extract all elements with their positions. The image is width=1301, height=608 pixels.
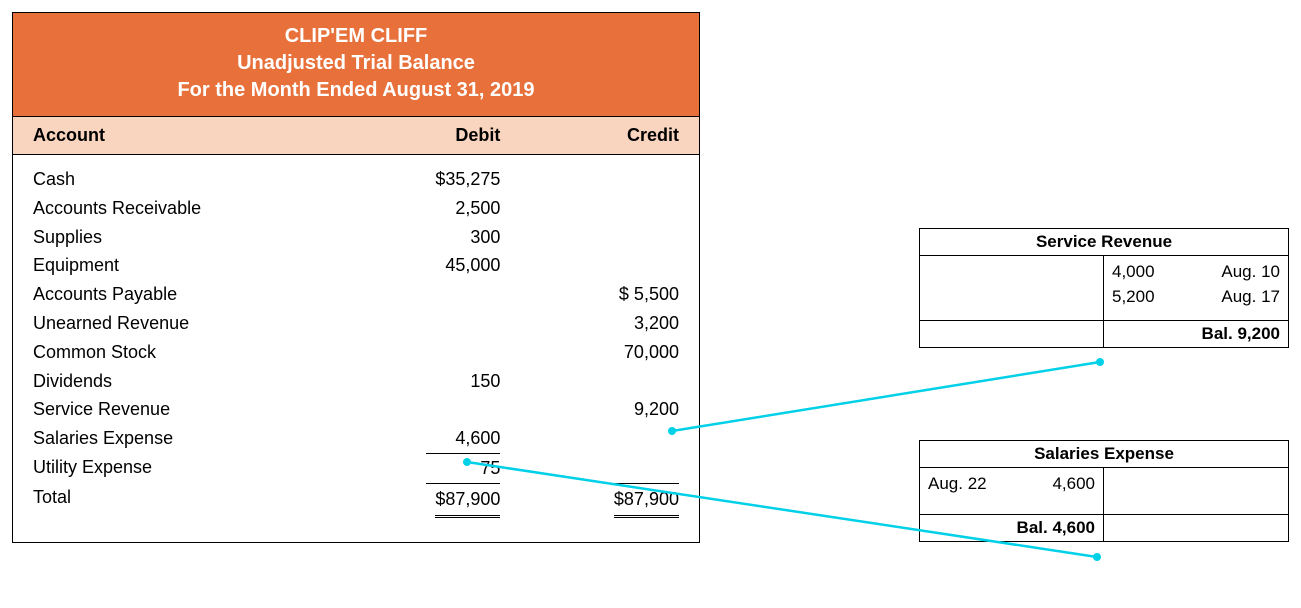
entry-date: Aug. 10 xyxy=(1221,260,1280,285)
total-row: Total$87,900$87,900 xyxy=(33,483,679,518)
col-header-credit: Credit xyxy=(530,125,679,146)
t-account-balance-row: Bal. 9,200 xyxy=(920,320,1288,347)
t-account-balance-right: Bal. 9,200 xyxy=(1104,321,1288,347)
account-name: Common Stock xyxy=(33,338,382,367)
account-name: Service Revenue xyxy=(33,395,382,424)
diagram-canvas: CLIP'EM CLIFF Unadjusted Trial Balance F… xyxy=(12,12,1289,596)
t-account-body: Aug. 22 4,600 xyxy=(920,468,1288,514)
debit-value: 150 xyxy=(382,367,531,396)
trial-balance-body: Cash$35,275Accounts Receivable2,500Suppl… xyxy=(13,155,699,542)
t-account-balance-left: Bal. 4,600 xyxy=(920,515,1104,541)
t-account-body: 4,000 Aug. 10 5,200 Aug. 17 xyxy=(920,256,1288,320)
debit-value xyxy=(382,309,531,338)
account-name: Utility Expense xyxy=(33,453,382,483)
t-account-credit-side: 4,000 Aug. 10 5,200 Aug. 17 xyxy=(1104,256,1288,320)
credit-value: 9,200 xyxy=(530,395,679,424)
table-row: Supplies300 xyxy=(33,223,679,252)
table-row: Salaries Expense4,600 xyxy=(33,424,679,453)
t-account-entry: 5,200 Aug. 17 xyxy=(1112,285,1280,310)
t-account-title: Service Revenue xyxy=(920,229,1288,256)
table-row: Service Revenue 9,200 xyxy=(33,395,679,424)
t-account-entry: 4,000 Aug. 10 xyxy=(1112,260,1280,285)
account-name: Cash xyxy=(33,165,382,194)
connector-line xyxy=(672,362,1100,431)
credit-value xyxy=(530,194,679,223)
t-account-entry: Aug. 22 4,600 xyxy=(928,472,1095,497)
trial-balance-table: CLIP'EM CLIFF Unadjusted Trial Balance F… xyxy=(12,12,700,543)
account-name: Accounts Payable xyxy=(33,280,382,309)
t-account-service-revenue: Service Revenue 4,000 Aug. 10 5,200 Aug. 17… xyxy=(919,228,1289,348)
debit-value xyxy=(382,280,531,309)
account-name: Unearned Revenue xyxy=(33,309,382,338)
t-account-balance-right xyxy=(1104,515,1288,541)
debit-value: 75 xyxy=(382,453,531,483)
debit-value: 2,500 xyxy=(382,194,531,223)
debit-value: 4,600 xyxy=(382,424,531,453)
credit-value: $ 5,500 xyxy=(530,280,679,309)
table-row: Accounts Receivable2,500 xyxy=(33,194,679,223)
table-row: Common Stock 70,000 xyxy=(33,338,679,367)
entry-date: Aug. 22 xyxy=(928,472,987,497)
account-name: Dividends xyxy=(33,367,382,396)
table-row: Utility Expense75 xyxy=(33,453,679,483)
t-account-credit-side xyxy=(1104,468,1288,514)
credit-value xyxy=(530,251,679,280)
credit-value xyxy=(530,453,679,483)
account-name: Accounts Receivable xyxy=(33,194,382,223)
credit-value: 70,000 xyxy=(530,338,679,367)
company-name: CLIP'EM CLIFF xyxy=(285,25,428,47)
table-row: Equipment45,000 xyxy=(33,251,679,280)
total-debit: $87,900 xyxy=(382,483,531,518)
table-row: Unearned Revenue 3,200 xyxy=(33,309,679,338)
t-account-balance-left xyxy=(920,321,1104,347)
debit-value: 45,000 xyxy=(382,251,531,280)
report-title: Unadjusted Trial Balance xyxy=(21,50,691,77)
table-row: Cash$35,275 xyxy=(33,165,679,194)
account-name: Supplies xyxy=(33,223,382,252)
table-row: Dividends150 xyxy=(33,367,679,396)
connector-dot xyxy=(1096,358,1104,366)
total-credit: $87,900 xyxy=(530,483,679,518)
column-header-row: Account Debit Credit xyxy=(13,116,699,155)
total-label: Total xyxy=(33,483,382,518)
entry-amount: 5,200 xyxy=(1112,285,1155,310)
credit-value: 3,200 xyxy=(530,309,679,338)
t-account-balance-row: Bal. 4,600 xyxy=(920,514,1288,541)
t-account-title: Salaries Expense xyxy=(920,441,1288,468)
debit-value: 300 xyxy=(382,223,531,252)
t-account-debit-side xyxy=(920,256,1104,320)
col-header-debit: Debit xyxy=(382,125,531,146)
trial-balance-header: CLIP'EM CLIFF Unadjusted Trial Balance F… xyxy=(13,13,699,116)
credit-value xyxy=(530,424,679,453)
col-header-account: Account xyxy=(33,125,382,146)
debit-value: $35,275 xyxy=(382,165,531,194)
connector-dot xyxy=(1093,553,1101,561)
entry-date: Aug. 17 xyxy=(1221,285,1280,310)
entry-amount: 4,600 xyxy=(1052,472,1095,497)
debit-value xyxy=(382,395,531,424)
debit-value xyxy=(382,338,531,367)
table-row: Accounts Payable $ 5,500 xyxy=(33,280,679,309)
credit-value xyxy=(530,367,679,396)
credit-value xyxy=(530,165,679,194)
credit-value xyxy=(530,223,679,252)
account-name: Salaries Expense xyxy=(33,424,382,453)
entry-amount: 4,000 xyxy=(1112,260,1155,285)
t-account-debit-side: Aug. 22 4,600 xyxy=(920,468,1104,514)
t-account-salaries-expense: Salaries Expense Aug. 22 4,600 Bal. 4,600 xyxy=(919,440,1289,542)
account-name: Equipment xyxy=(33,251,382,280)
report-period: For the Month Ended August 31, 2019 xyxy=(21,77,691,104)
